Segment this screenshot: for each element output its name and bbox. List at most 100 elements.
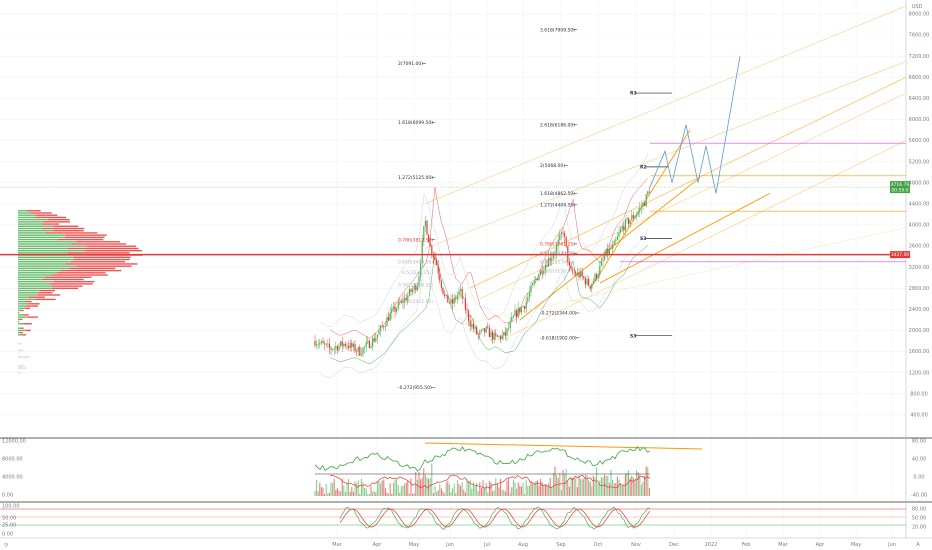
volume-profile-bar-up (18, 227, 42, 230)
candle-body (602, 259, 604, 262)
candle-body (360, 354, 362, 356)
volume-profile-bar-up (18, 274, 53, 276)
candle-body (317, 344, 319, 345)
volume-profile-bar-down (53, 230, 84, 232)
volume-profile-bar-down (37, 292, 53, 294)
volume-bar (340, 491, 342, 496)
volume-bar (520, 486, 522, 496)
candle-body (421, 241, 423, 264)
candle-body (474, 327, 476, 329)
volume-bar (498, 487, 500, 496)
volume-tick-right: 0.00 (913, 475, 924, 481)
candle-body (370, 346, 372, 348)
timezone-icon[interactable]: ◷ (4, 542, 9, 548)
volume-bar (522, 482, 524, 496)
candle-body (506, 328, 508, 336)
volume-bar (388, 493, 390, 496)
volume-tick-left: 12000.00 (2, 439, 26, 445)
volume-bar (645, 466, 647, 496)
volume-bar (512, 479, 514, 496)
candle-body (493, 333, 495, 340)
candle-body (640, 206, 642, 208)
volume-bar (343, 485, 345, 496)
volume-profile-bar-down (51, 285, 83, 287)
candle-body (351, 342, 353, 348)
volume-bar (392, 482, 394, 496)
volume-bar (644, 475, 646, 496)
volume-bar (356, 483, 358, 496)
fib-faint-label: 0.382(2808.50) (398, 283, 433, 289)
volume-profile-bar-down (73, 258, 130, 261)
volume-profile-bar-down (25, 305, 38, 307)
candle-body (620, 229, 622, 233)
volume-profile-bar-down (77, 265, 132, 267)
volume-bar (557, 478, 559, 496)
candle-body (404, 297, 406, 303)
volume-profile-bar-up (18, 263, 66, 265)
fib-label: 2.618(6186.00) (540, 122, 575, 128)
auto-scale-icon[interactable]: A (916, 542, 920, 548)
candle-body (408, 289, 410, 296)
volume-bar (453, 483, 455, 496)
volume-bar (368, 493, 370, 496)
time-tick-label: Dec (669, 542, 679, 548)
candle-body (415, 285, 417, 291)
candle-body (391, 309, 393, 313)
candle-body (316, 344, 318, 346)
candle-body (384, 326, 386, 328)
current-price-badge: 4716.79 00:59:0 (890, 181, 910, 194)
candle-body (636, 214, 638, 217)
volume-profile-bar-up (18, 238, 59, 241)
volume-bar (642, 481, 644, 496)
volume-bar (628, 470, 630, 496)
candle-body (320, 341, 322, 344)
volume-profile-bar-down (53, 225, 79, 227)
volume-bar (389, 483, 391, 496)
volume-bar (336, 488, 338, 496)
volume-bar (616, 476, 618, 496)
volume-bar (432, 493, 434, 496)
price-tick-label: 6800.00 (909, 75, 930, 81)
volume-bar (482, 480, 484, 496)
candle-body (480, 329, 482, 332)
volume-profile-bar-up (18, 272, 57, 274)
volume-profile-bar-up (18, 280, 54, 283)
candle-body (516, 310, 518, 317)
stochastic-panel[interactable] (0, 506, 906, 530)
volume-bar (516, 488, 518, 496)
candle-body (645, 194, 647, 207)
candle-body (514, 310, 516, 316)
volume-profile-bar-up (18, 289, 40, 292)
candle-body (503, 332, 505, 336)
volume-bar (373, 491, 375, 496)
volume-profile-bar-down (71, 243, 126, 245)
volume-bar (404, 483, 406, 496)
candle-body (477, 334, 479, 335)
volume-bar (421, 477, 423, 496)
candle-body (436, 259, 438, 266)
volume-bar (564, 473, 566, 496)
volume-bar (543, 485, 545, 496)
price-axis[interactable]: 8000.00 7600.00 7200.00 6800.00 6400.00 6000.… (909, 12, 930, 419)
volume-bar (386, 492, 388, 496)
volume-profile-bar-up (18, 236, 65, 239)
candle-body (583, 276, 585, 279)
volume-bar (596, 467, 598, 496)
candle-body (416, 286, 418, 291)
candle-body (431, 245, 433, 255)
price-tick-label: 400.00 (910, 413, 928, 419)
volume-bar (575, 477, 577, 496)
time-axis[interactable]: Mar Apr May Jun Jul Aug Sep Oct Nov Dec 2022 Feb Mar… (332, 542, 896, 548)
volume-bar (461, 482, 463, 496)
volume-bar (573, 477, 575, 496)
price-tick-label: 4000.00 (909, 223, 930, 229)
volume-bar (480, 488, 482, 496)
candle-body (629, 220, 631, 224)
candle-body (637, 211, 639, 215)
envelope-bands (319, 153, 649, 379)
candle-body (389, 312, 391, 321)
volume-panel[interactable] (314, 442, 703, 496)
volume-profile-bar-up (18, 234, 65, 236)
volume-profile-bar-down (23, 314, 29, 316)
